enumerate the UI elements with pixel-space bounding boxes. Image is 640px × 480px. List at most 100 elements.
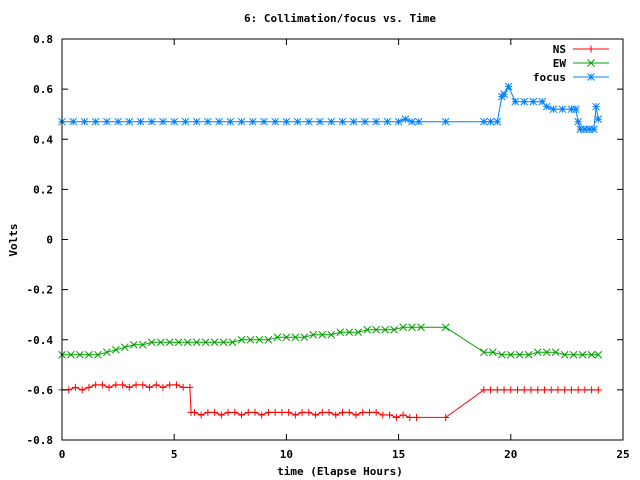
data-point-focus bbox=[401, 115, 410, 124]
y-tick-label: 0.8 bbox=[33, 33, 53, 46]
x-tick-label: 10 bbox=[280, 448, 293, 461]
data-point-ns bbox=[264, 408, 272, 416]
data-point-ns bbox=[588, 386, 596, 394]
data-point-focus bbox=[80, 117, 89, 126]
data-point-ew bbox=[533, 348, 542, 357]
data-point-ns bbox=[92, 381, 100, 389]
data-point-focus bbox=[159, 117, 167, 126]
data-point-focus bbox=[260, 117, 268, 126]
data-point-ew bbox=[94, 350, 102, 359]
y-tick-label: 0.4 bbox=[33, 133, 53, 146]
data-point-ns bbox=[271, 408, 279, 416]
data-point-ew bbox=[336, 328, 345, 337]
data-point-ns bbox=[547, 386, 555, 394]
data-point-focus bbox=[338, 117, 347, 126]
x-tick-label: 15 bbox=[392, 448, 405, 461]
data-point-ns bbox=[325, 408, 333, 416]
data-point-ns bbox=[119, 381, 127, 389]
y-tick-label: -0.8 bbox=[27, 434, 54, 447]
data-point-ns bbox=[197, 411, 205, 419]
data-point-ns bbox=[594, 386, 602, 394]
data-point-focus bbox=[511, 97, 520, 106]
data-point-ew bbox=[264, 335, 273, 344]
data-point-focus bbox=[383, 117, 392, 126]
data-point-ns bbox=[581, 386, 589, 394]
data-point-focus bbox=[558, 105, 567, 114]
data-point-focus bbox=[589, 125, 598, 134]
data-point-focus bbox=[441, 117, 450, 126]
data-point-focus bbox=[500, 90, 508, 98]
data-point-focus bbox=[549, 105, 558, 114]
data-point-ew bbox=[237, 335, 246, 344]
data-point-focus bbox=[237, 117, 246, 126]
data-point-ew bbox=[219, 338, 228, 347]
data-point-ns bbox=[534, 386, 542, 394]
data-point-ew bbox=[103, 348, 111, 357]
data-point-focus bbox=[136, 117, 145, 126]
data-point-focus bbox=[592, 102, 600, 111]
data-point-ew bbox=[497, 350, 506, 359]
data-point-ew bbox=[120, 343, 129, 352]
data-point-ew bbox=[560, 350, 569, 359]
data-point-ns bbox=[258, 411, 266, 419]
data-point-focus bbox=[316, 117, 324, 126]
data-point-ew bbox=[594, 350, 603, 359]
series-ew bbox=[58, 323, 603, 359]
data-point-ns bbox=[507, 386, 515, 394]
data-point-ew bbox=[417, 323, 425, 332]
data-point-ns bbox=[574, 386, 582, 394]
data-point-ew bbox=[569, 350, 578, 359]
data-point-ns bbox=[527, 386, 535, 394]
data-point-ns bbox=[312, 411, 320, 419]
data-point-ew bbox=[318, 330, 327, 339]
data-point-ns bbox=[238, 411, 246, 419]
data-point-ns bbox=[345, 408, 353, 416]
data-point-focus bbox=[594, 115, 603, 124]
data-point-ns bbox=[152, 381, 160, 389]
data-point-focus bbox=[394, 117, 403, 126]
legend-marker-ns bbox=[587, 45, 595, 53]
data-point-ew bbox=[282, 333, 291, 342]
data-point-ns bbox=[379, 411, 387, 419]
data-point-focus bbox=[585, 125, 594, 134]
data-point-focus bbox=[542, 102, 551, 111]
data-point-ew bbox=[363, 325, 372, 334]
data-point-focus bbox=[103, 117, 111, 126]
plot-marks bbox=[58, 82, 603, 421]
data-point-ns bbox=[500, 386, 508, 394]
legend-marker-focus bbox=[587, 73, 595, 81]
data-point-ns bbox=[112, 381, 120, 389]
data-point-ns bbox=[190, 408, 198, 416]
data-point-ew bbox=[174, 338, 183, 347]
data-point-ns bbox=[105, 383, 113, 391]
data-point-focus bbox=[248, 117, 257, 126]
data-point-focus bbox=[192, 117, 201, 126]
data-point-ns bbox=[71, 383, 79, 391]
data-point-ew bbox=[399, 323, 407, 332]
data-point-ns bbox=[365, 408, 373, 416]
data-point-ns bbox=[146, 383, 154, 391]
data-point-ew bbox=[441, 323, 450, 332]
y-tick-label: -0.4 bbox=[27, 334, 54, 347]
data-point-ns bbox=[332, 411, 340, 419]
data-point-ew bbox=[67, 350, 75, 359]
data-point-focus bbox=[486, 117, 495, 126]
data-point-ns bbox=[217, 411, 225, 419]
data-point-ns bbox=[85, 383, 93, 391]
data-point-ew bbox=[246, 335, 255, 344]
data-point-focus bbox=[204, 117, 212, 126]
chart-title: 6: Collimation/focus vs. Time bbox=[244, 12, 436, 25]
data-point-ew bbox=[156, 338, 165, 347]
legend-marker-ew bbox=[587, 59, 595, 67]
data-point-ns bbox=[224, 408, 232, 416]
data-point-focus bbox=[349, 117, 358, 126]
data-point-focus bbox=[408, 117, 416, 126]
data-point-ew bbox=[578, 350, 587, 359]
data-point-focus bbox=[125, 117, 134, 126]
data-point-focus bbox=[226, 117, 235, 126]
data-point-ew bbox=[85, 350, 93, 359]
x-tick-label: 0 bbox=[59, 448, 66, 461]
data-point-ns bbox=[298, 408, 306, 416]
data-point-ew bbox=[524, 350, 533, 359]
